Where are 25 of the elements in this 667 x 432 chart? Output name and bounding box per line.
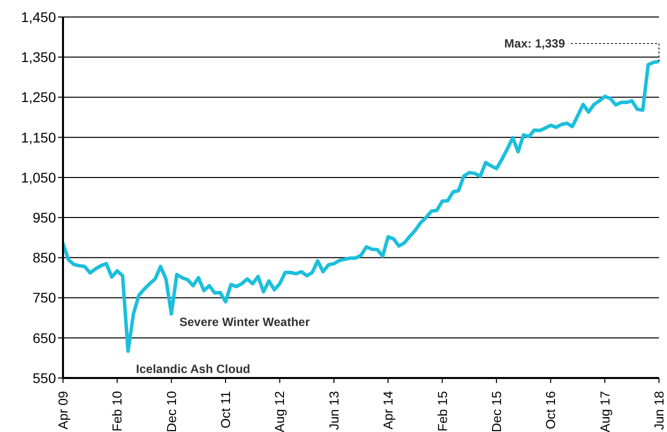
x-tick-label: Jun 18 <box>652 391 666 430</box>
y-tick-label: 650 <box>32 330 56 346</box>
annotation: Max: 1,339 <box>504 36 566 51</box>
annotation: Icelandic Ash Cloud <box>136 362 250 376</box>
x-tick-label: Aug 12 <box>272 391 288 432</box>
x-tick-label: Oct 11 <box>218 391 234 428</box>
annotation: Severe Winter Weather <box>179 314 310 329</box>
y-tick-label: 1,250 <box>20 89 56 106</box>
y-tick-label: 1,350 <box>20 49 56 66</box>
x-tick-label: Feb 15 <box>434 391 450 432</box>
x-tick-label: Jun 13 <box>326 391 342 430</box>
y-tick-label: 1,050 <box>20 169 56 186</box>
y-tick-label: 550 <box>32 370 56 386</box>
x-tick-label: Dec 15 <box>488 391 504 432</box>
x-tick-label: Aug 17 <box>597 391 612 432</box>
x-tick-label: Apr 14 <box>380 391 396 430</box>
x-tick-label: Feb 10 <box>110 391 125 432</box>
y-tick-label: 1,450 <box>20 8 56 25</box>
x-tick-label: Dec 10 <box>164 391 179 432</box>
y-tick-label: 950 <box>32 210 56 226</box>
x-tick-label: Oct 16 <box>543 391 558 430</box>
y-tick-label: 750 <box>32 290 56 306</box>
y-tick-label: 850 <box>32 250 56 266</box>
x-tick-label: Apr 09 <box>56 391 70 430</box>
y-tick-label: 1,150 <box>20 129 56 146</box>
